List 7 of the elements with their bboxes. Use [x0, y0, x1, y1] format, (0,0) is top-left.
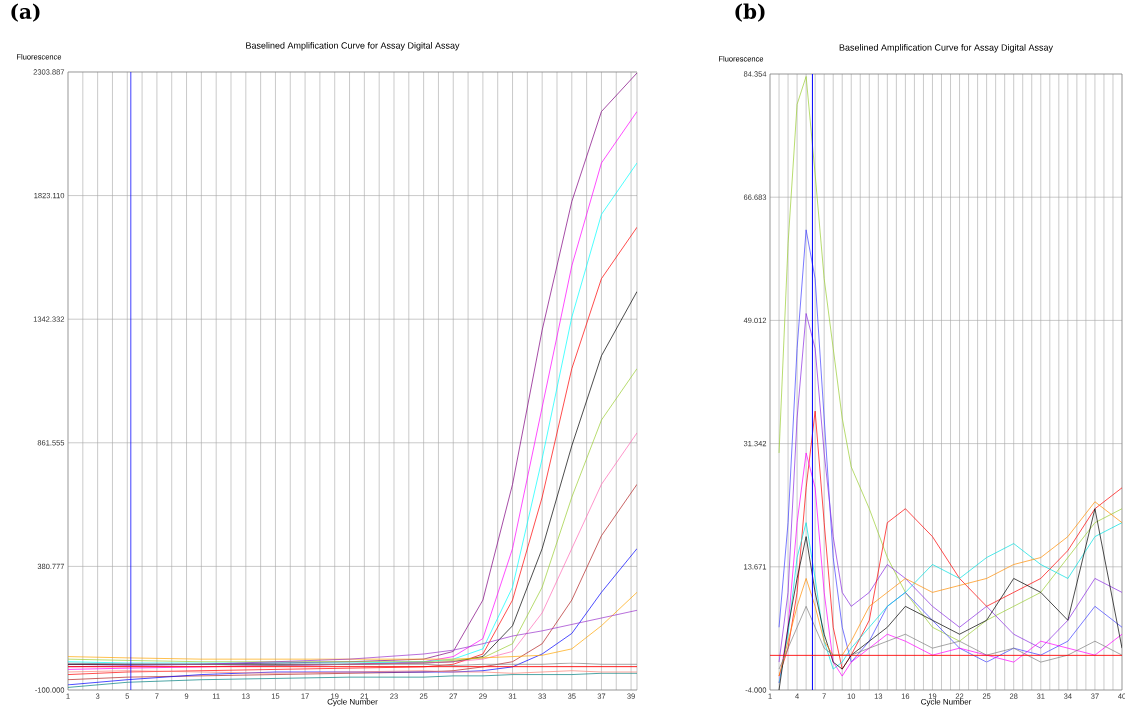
text: (b): [735, 3, 765, 22]
chart-title: Baselined Amplification Curve for Assay Digital Assay: [839, 44, 1053, 53]
text: (a): [11, 3, 40, 22]
x-axis-title: Cycle Number: [921, 698, 972, 707]
chart-title: Baselined Amplification Curve for Assay Digital Assay: [246, 42, 460, 51]
x-axis-title: Cycle Number: [327, 698, 378, 707]
line-series: [778, 313, 1123, 663]
